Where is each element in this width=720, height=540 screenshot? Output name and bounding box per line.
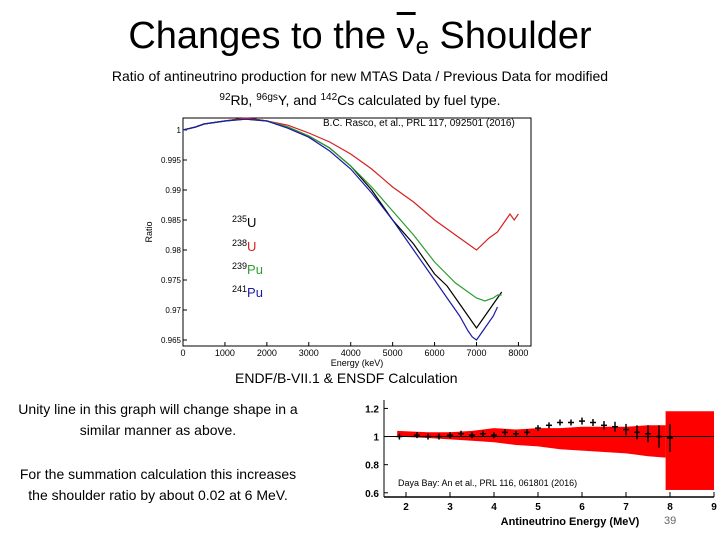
- plot-frame: [182, 117, 532, 347]
- slide-subtitle: Ratio of antineutrino production for new…: [111, 68, 609, 108]
- data-point: [524, 429, 530, 436]
- data-point: [612, 421, 618, 432]
- x-tick-label-7: 9: [711, 502, 717, 513]
- data-point: [436, 433, 442, 440]
- series-line-239pu: [182, 118, 502, 302]
- data-point: [623, 423, 629, 436]
- ratio-chart: 0 1000 2000 3000 4000 5000 6000 7000 8000 0.965 0.…: [144, 117, 532, 368]
- x-tick-label-3: 3000: [299, 348, 319, 358]
- x-tick-label-2: 2000: [257, 348, 277, 358]
- data-point: [634, 425, 640, 440]
- annotation-text: Daya Bay: An et al., PRL 116, 061801 (20…: [398, 478, 577, 488]
- x-tick-label-8: 8000: [508, 348, 528, 358]
- legend-entry-239pu: 239Pu: [232, 261, 263, 277]
- x-tick-label-2: 4: [491, 502, 497, 513]
- data-point: [579, 417, 585, 425]
- y-tick-label-4: 0.985: [161, 216, 182, 225]
- x-tick-label-0: 2: [403, 502, 409, 513]
- y-tick-label-2: 0.975: [161, 276, 182, 285]
- y-tick-label-1: 0.8: [365, 461, 379, 472]
- top-chart-citation: B.C. Rasco, et al., PRL 117, 092501 (201…: [323, 118, 515, 129]
- data-point: [458, 430, 464, 437]
- data-point: [535, 425, 541, 432]
- legend-entry-238u: 238U: [232, 238, 257, 254]
- data-point: [502, 429, 508, 436]
- x-tick-label-4: 4000: [341, 348, 361, 358]
- y-tick-label-7: 1: [177, 126, 182, 135]
- antineutrino-symbol: ν: [396, 15, 416, 57]
- data-point: [396, 433, 403, 440]
- data-point: [667, 423, 673, 453]
- data-point: [414, 432, 420, 439]
- annotation-bg: [392, 474, 614, 490]
- data-point: [656, 425, 662, 448]
- data-point: [568, 419, 574, 426]
- data-point: [557, 419, 563, 426]
- endf-label: ENDF/B-VII.1 & ENSDF Calculation: [235, 370, 458, 386]
- high-energy-band: [665, 411, 714, 490]
- data-point: [469, 432, 475, 439]
- slide-title: Changes to the νe Shoulder: [128, 15, 592, 60]
- data-point: [645, 425, 651, 443]
- x-tick-label-1: 3: [447, 502, 453, 513]
- x-tick-label-7: 7000: [466, 348, 486, 358]
- x-tick-label-1: 1000: [215, 348, 235, 358]
- legend-entry-235u: 235U: [232, 214, 257, 230]
- data-point: [546, 422, 552, 429]
- error-band: [397, 425, 666, 458]
- data-point: [590, 418, 596, 427]
- y-tick-label-5: 0.99: [165, 186, 181, 195]
- y-axis-label: Ratio: [144, 221, 154, 242]
- x-tick-label-5: 5000: [383, 348, 403, 358]
- page-number: 39: [664, 515, 677, 527]
- y-tick-label-1: 0.97: [165, 306, 181, 315]
- y-tick-label-2: 1: [373, 433, 379, 444]
- note-summation: For the summation calculation this incre…: [19, 466, 297, 503]
- data-point: [513, 430, 519, 437]
- x-axis-label: Energy (keV): [331, 358, 384, 368]
- note-unity-line: Unity line in this graph will change sha…: [18, 401, 298, 438]
- daya-bay-chart: 2 3 4 5 6 7 8 9 0.6 0.8 1 1.2 Antineutrino Energy (M…: [365, 400, 717, 528]
- x-tick-label-5: 7: [623, 502, 629, 513]
- x-tick-label-4: 6: [579, 502, 585, 513]
- data-point: [491, 432, 497, 439]
- data-point: [601, 421, 607, 430]
- y-tick-label-6: 0.995: [161, 156, 182, 165]
- x-tick-label-3: 5: [535, 502, 541, 513]
- series-line-241pu: [182, 118, 499, 341]
- data-point: [480, 430, 486, 437]
- x-tick-label-6: 8: [667, 502, 673, 513]
- y-tick-label-0: 0.6: [365, 489, 379, 500]
- series-line-238u: [182, 117, 519, 251]
- y-tick-label-3: 1.2: [365, 404, 379, 415]
- x-axis-label: Antineutrino Energy (MeV): [501, 516, 640, 528]
- x-tick-label-0: 0: [180, 348, 185, 358]
- legend-entry-241pu: 241Pu: [232, 284, 263, 300]
- y-tick-label-0: 0.965: [161, 336, 182, 345]
- electron-subscript: e: [415, 33, 429, 60]
- data-point: [425, 433, 431, 440]
- x-tick-label-6: 6000: [425, 348, 445, 358]
- data-point: [447, 432, 453, 439]
- y-tick-label-3: 0.98: [165, 246, 181, 255]
